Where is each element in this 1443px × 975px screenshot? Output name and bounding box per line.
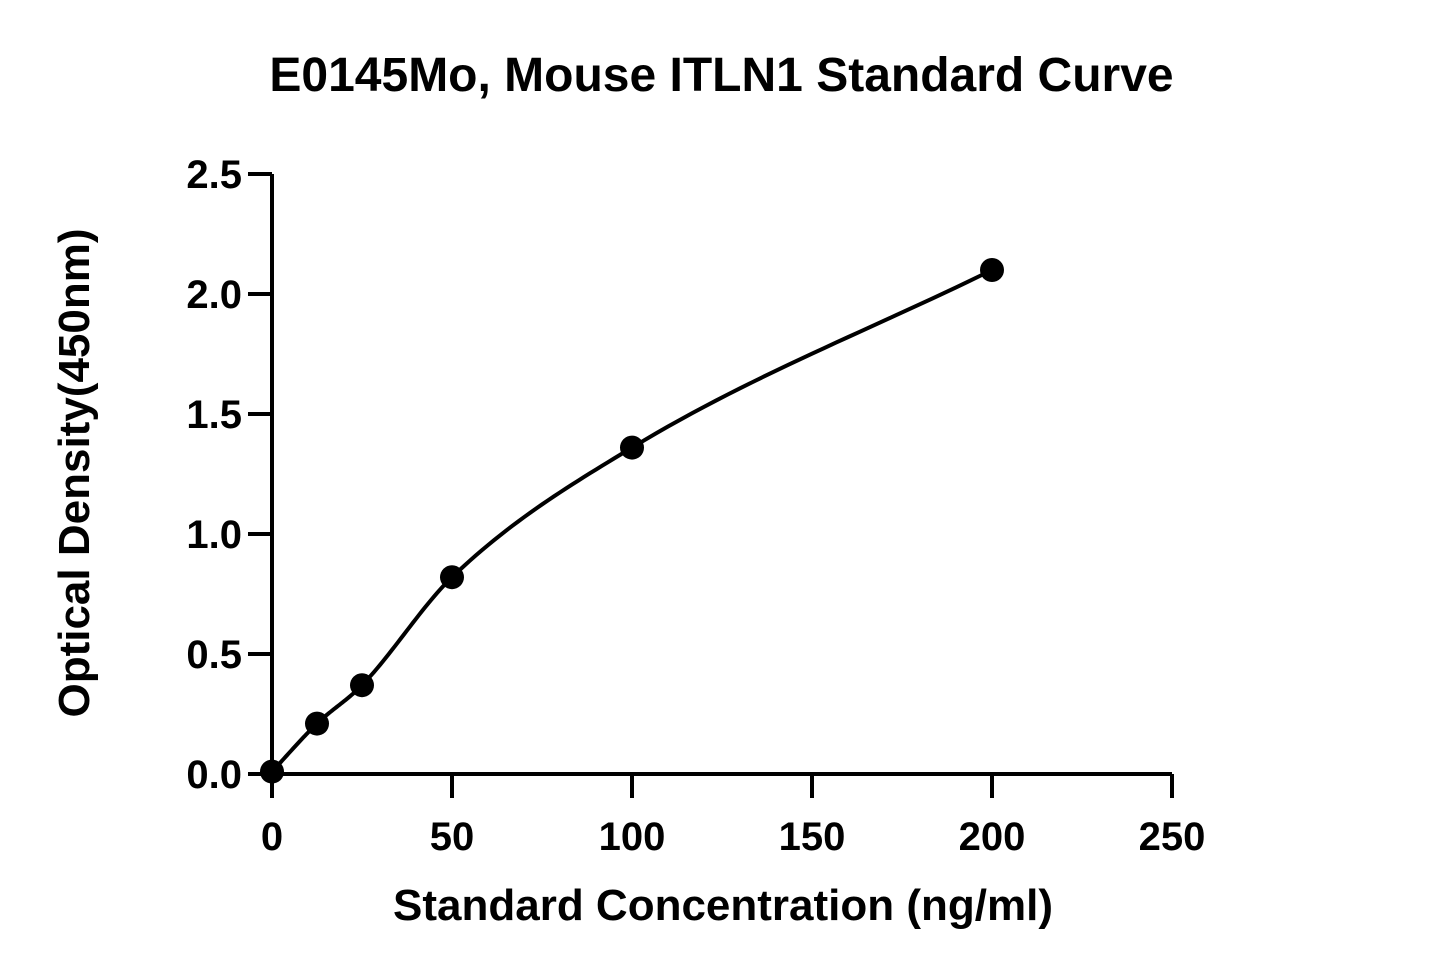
- fit-curve-line: [270, 268, 993, 773]
- x-tick-label: 100: [599, 815, 666, 859]
- data-point: [620, 435, 644, 460]
- x-tick-label: 0: [261, 815, 283, 859]
- data-points: [260, 258, 1004, 784]
- axes: 0 50 100 150 200 250 0.0 0.5 1.0 1.5 2.0 2.5: [186, 153, 1205, 859]
- data-point: [350, 673, 374, 698]
- x-tick-label: 250: [1139, 815, 1206, 859]
- y-tick-label: 1.0: [186, 513, 242, 557]
- data-point: [440, 565, 464, 590]
- y-tick-label: 2.5: [186, 153, 242, 197]
- data-point: [260, 759, 284, 784]
- x-axis-label: Standard Concentration (ng/ml): [393, 881, 1053, 930]
- y-tick-label: 2.0: [186, 273, 242, 317]
- y-tick-label: 1.5: [186, 393, 242, 437]
- x-tick-label: 50: [430, 815, 475, 859]
- data-point: [305, 711, 329, 736]
- y-axis-label: Optical Density(450nm): [50, 228, 99, 717]
- fit-curve-layer: [270, 268, 993, 773]
- x-tick-label: 150: [779, 815, 846, 859]
- y-tick-label: 0.5: [186, 633, 242, 677]
- chart-title: E0145Mo, Mouse ITLN1 Standard Curve: [269, 49, 1174, 102]
- data-point: [980, 258, 1004, 282]
- y-tick-label: 0.0: [186, 753, 242, 797]
- x-tick-label: 200: [959, 815, 1026, 859]
